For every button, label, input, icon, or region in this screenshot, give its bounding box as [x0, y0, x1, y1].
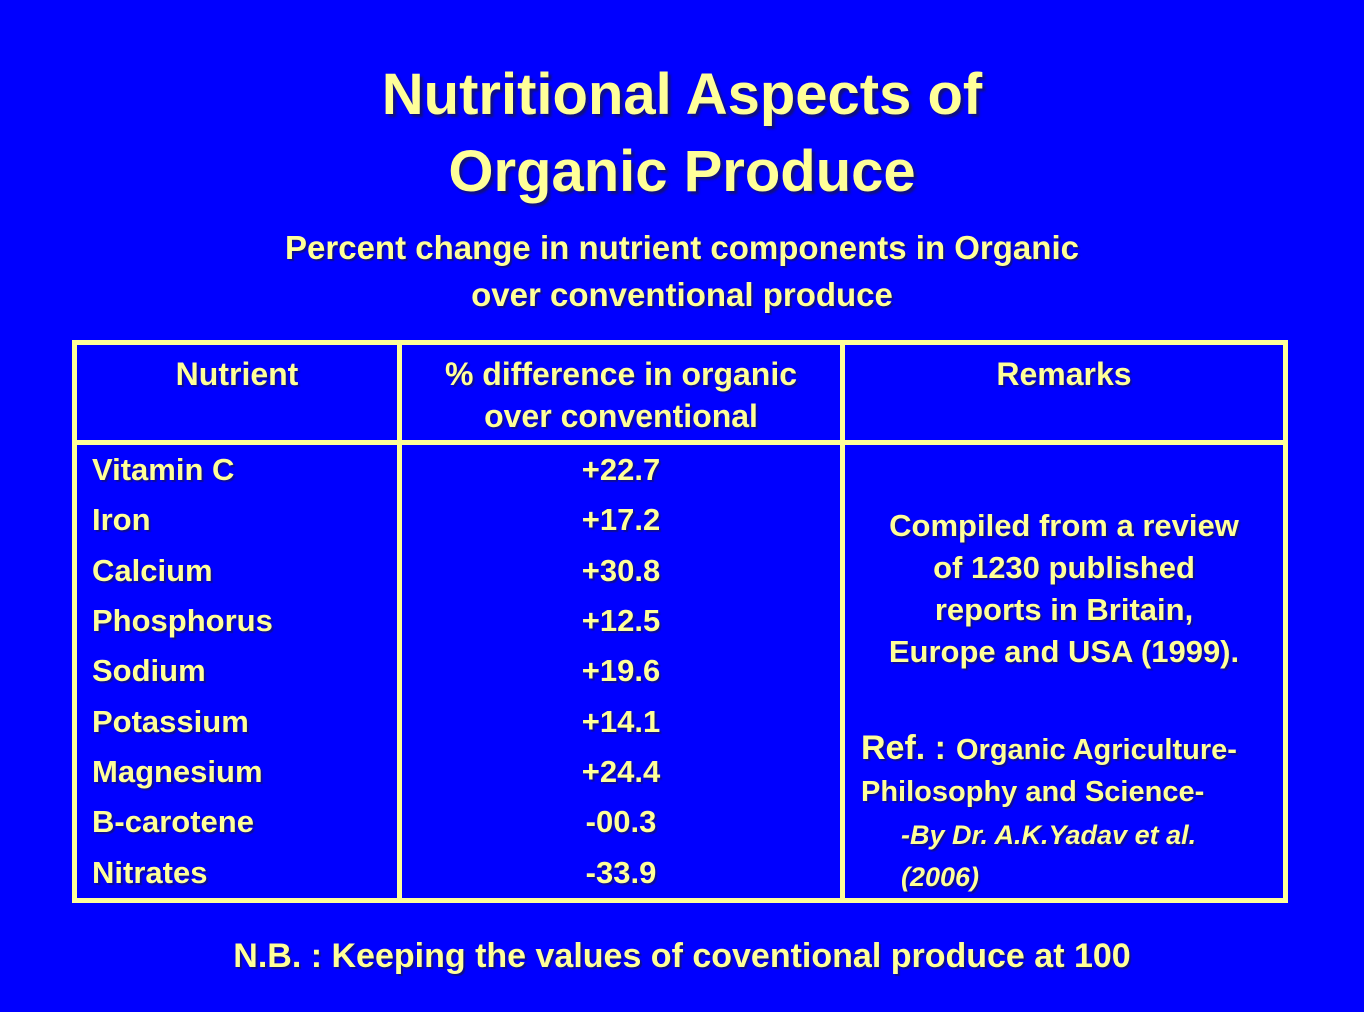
column-header-nutrient-label: Nutrient	[175, 356, 299, 392]
column-header-difference: % difference in organic over conventiona…	[402, 345, 840, 440]
column-header-remarks: Remarks	[845, 345, 1283, 440]
subtitle-line-1: Percent change in nutrient components in…	[285, 229, 1079, 266]
reference-byline: -By Dr. A.K.Yadav et al.(2006)	[901, 820, 1197, 892]
nutrient-name: Phosphorus	[92, 603, 273, 639]
title-line-1: Nutritional Aspects of	[381, 62, 983, 127]
nutrient-column: Vitamin C Iron Calcium Phosphorus Sodium…	[77, 445, 397, 898]
nutrient-name: Magnesium	[92, 754, 263, 790]
nutrient-value: -33.9	[585, 854, 657, 890]
table-column-divider-2	[840, 345, 845, 898]
column-header-remarks-label: Remarks	[996, 356, 1132, 392]
slide-title: Nutritional Aspects of Organic Produce	[0, 56, 1364, 210]
reference-line-1: Ref. : Organic Agriculture-	[861, 727, 1273, 771]
table-column-divider-1	[397, 345, 402, 898]
nutrient-value: +30.8	[581, 552, 661, 588]
nutrient-name: Sodium	[92, 653, 206, 689]
nutrient-name: Vitamin C	[92, 452, 235, 488]
subtitle-line-2: over conventional produce	[471, 276, 893, 313]
remarks-reference: Ref. : Organic Agriculture- Philosophy an…	[855, 727, 1273, 898]
nutrient-value: -00.3	[585, 804, 657, 840]
value-column: +22.7 +17.2 +30.8 +12.5 +19.6 +14.1 +24.…	[402, 445, 840, 898]
nutrient-name: B-carotene	[92, 804, 254, 840]
remarks-cell: Compiled from a review of 1230 published…	[845, 445, 1283, 898]
column-header-nutrient: Nutrient	[77, 345, 397, 440]
nutrient-name: Nitrates	[92, 854, 208, 890]
reference-title-line-1: Organic Agriculture-	[956, 734, 1237, 766]
nutrient-value: +17.2	[581, 502, 661, 538]
slide-subtitle: Percent change in nutrient components in…	[0, 224, 1364, 318]
nutrient-value: +12.5	[581, 603, 661, 639]
nutrient-value: +22.7	[581, 452, 661, 488]
nutrient-value: +19.6	[581, 653, 661, 689]
remarks-compiled-note: Compiled from a review of 1230 published…	[855, 505, 1273, 673]
remarks-compiled-line: reports in Britain,	[934, 592, 1194, 627]
reference-label: Ref. :	[861, 729, 946, 767]
nutrient-value: +14.1	[581, 703, 661, 739]
slide-footnote: N.B. : Keeping the values of coventional…	[233, 937, 1131, 975]
nutrient-name: Calcium	[92, 552, 213, 588]
column-header-difference-line-1: % difference in organic	[444, 356, 798, 392]
table-header-divider	[77, 440, 1283, 445]
remarks-compiled-line: Europe and USA (1999).	[888, 634, 1240, 669]
nutrient-table: Nutrient % difference in organic over co…	[72, 340, 1288, 903]
remarks-compiled-line: of 1230 published	[933, 550, 1195, 585]
nutrient-value: +24.4	[581, 754, 661, 790]
nutrient-name: Potassium	[92, 703, 249, 739]
nutrient-name: Iron	[92, 502, 151, 538]
column-header-difference-line-2: over conventional	[484, 398, 758, 434]
reference-title-line-2: Philosophy and Science-	[861, 776, 1205, 808]
remarks-compiled-line: Compiled from a review	[889, 508, 1239, 543]
title-line-2: Organic Produce	[448, 139, 916, 204]
